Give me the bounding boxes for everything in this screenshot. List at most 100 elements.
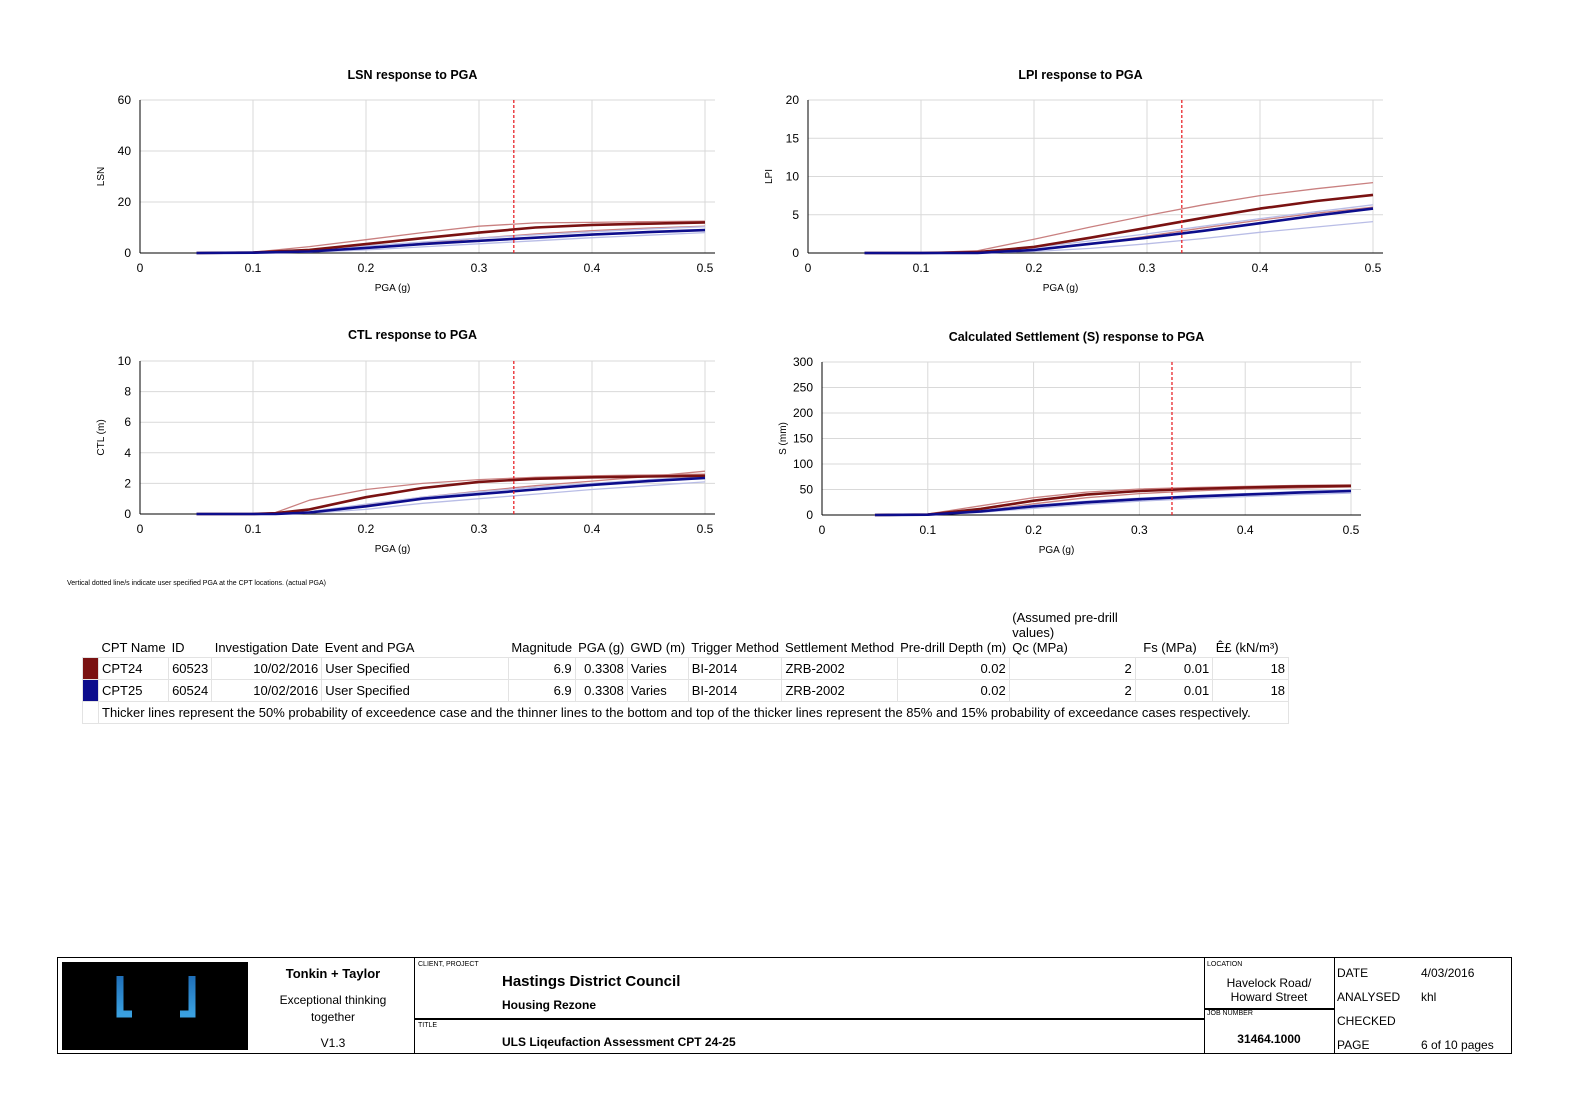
divider xyxy=(414,958,415,1053)
y-tick-label: 100 xyxy=(793,457,813,471)
x-tick-label: 0.2 xyxy=(1025,523,1042,537)
y-tick-label: 20 xyxy=(786,93,800,107)
header-qc: (Assumed pre-drill values) Qc (MPa) xyxy=(1009,608,1135,658)
y-tick-label: 0 xyxy=(124,246,131,260)
chart-settlement: Calculated Settlement (S) response to PG… xyxy=(758,322,1378,562)
series-line-cpt25-50 xyxy=(864,207,1374,255)
x-tick-label: 0.4 xyxy=(584,522,601,536)
cpt25-swatch xyxy=(82,679,99,702)
table-header-row: CPT Name ID Investigation Date Event and… xyxy=(83,608,1289,658)
header-pga: PGA (g) xyxy=(578,640,625,655)
tt-logo-icon xyxy=(100,966,212,1018)
cell-trigger: BI-2014 xyxy=(687,657,783,680)
cpt-table: CPT Name ID Investigation Date Event and… xyxy=(82,608,1290,724)
chart-lpi: LPI response to PGA 0 0.1 0.2 0.3 0.4 0.5 0 5 10 1… xyxy=(758,60,1383,300)
series-line-cpt24-50 xyxy=(196,221,706,255)
client-label: CLIENT, PROJECT xyxy=(418,961,479,968)
divider xyxy=(1204,958,1205,1053)
series-line-cpt25-50 xyxy=(874,489,1352,517)
divider xyxy=(414,1018,1204,1020)
y-tick-label: 50 xyxy=(800,483,814,497)
cell-predrill: 0.02 xyxy=(896,679,1010,702)
cell-event: User Specified xyxy=(321,657,509,680)
cell-pga: 0.3308 xyxy=(574,657,628,680)
y-tick-label: 0 xyxy=(124,507,131,521)
cell-unit-weight: 18 xyxy=(1212,657,1290,680)
divider xyxy=(1334,958,1335,1053)
y-tick-label: 0 xyxy=(806,508,813,522)
y-tick-label: 300 xyxy=(793,355,813,369)
y-tick-label: 150 xyxy=(793,432,813,446)
table-row: CPT25 60524 10/02/2016 User Specified 6.… xyxy=(82,679,1290,702)
cell-settlement: ZRB-2002 xyxy=(781,657,898,680)
job-number-label: JOB NUMBER xyxy=(1207,1010,1253,1017)
cell-qc: 2 xyxy=(1008,657,1136,680)
cell-date: 10/02/2016 xyxy=(211,657,323,680)
location-label: LOCATION xyxy=(1207,961,1243,968)
project-name: Housing Rezone xyxy=(502,998,597,1012)
x-axis-label: PGA (g) xyxy=(1039,545,1075,556)
series-line-cpt24-15 xyxy=(196,220,706,254)
y-axis-label: LSN xyxy=(96,167,107,186)
x-tick-label: 0.1 xyxy=(919,523,936,537)
x-tick-label: 0.5 xyxy=(1343,523,1360,537)
cell-cpt-name: CPT24 xyxy=(97,657,170,680)
y-tick-label: 200 xyxy=(793,406,813,420)
y-tick-label: 15 xyxy=(786,131,800,145)
x-tick-label: 0.1 xyxy=(245,522,262,536)
y-tick-label: 10 xyxy=(118,354,132,368)
cell-trigger: BI-2014 xyxy=(687,679,783,702)
x-tick-label: 0.3 xyxy=(1131,523,1148,537)
header-cpt-name: CPT Name xyxy=(101,640,166,655)
cell-id: 60524 xyxy=(168,679,213,702)
x-tick-label: 0 xyxy=(805,261,812,275)
table-footnote: Thicker lines represent the 50% probabil… xyxy=(97,701,1290,724)
location: Havelock Road/ Howard Street xyxy=(1226,976,1312,1004)
series-line-cpt25-15 xyxy=(196,226,706,254)
chart-title: LPI response to PGA xyxy=(1018,68,1142,82)
y-tick-label: 8 xyxy=(124,385,131,399)
y-tick-label: 20 xyxy=(118,195,132,209)
x-tick-label: 0.4 xyxy=(584,261,601,275)
x-tick-label: 0.1 xyxy=(913,261,930,275)
y-tick-label: 40 xyxy=(118,144,132,158)
x-tick-label: 0.4 xyxy=(1237,523,1254,537)
job-number: 31464.1000 xyxy=(1237,1032,1301,1046)
company-name: Tonkin + Taylor xyxy=(285,966,381,981)
title-block: Tonkin + Taylor Exceptional thinking tog… xyxy=(57,957,1512,1054)
header-qc-label: Qc (MPa) xyxy=(1012,640,1068,655)
cell-settlement: ZRB-2002 xyxy=(781,679,898,702)
x-axis-label: PGA (g) xyxy=(375,283,411,294)
meta-labels: DATE ANALYSED CHECKED PAGE xyxy=(1337,961,1400,1057)
header-investigation-date: Investigation Date xyxy=(214,640,319,655)
header-id: ID xyxy=(171,640,185,655)
y-axis-label: S (mm) xyxy=(778,422,789,455)
analysed-label: ANALYSED xyxy=(1337,990,1401,1004)
date-label: DATE xyxy=(1337,966,1369,980)
chart-note: Vertical dotted line/s indicate user spe… xyxy=(67,580,327,587)
header-gwd: GWD (m) xyxy=(630,640,686,655)
chart-svg: Calculated Settlement (S) response to PG… xyxy=(778,330,1361,556)
checked-value xyxy=(1421,1009,1494,1033)
x-tick-label: 0 xyxy=(137,522,144,536)
header-trigger: Trigger Method xyxy=(691,640,779,655)
y-tick-label: 0 xyxy=(792,246,799,260)
y-axis-label: LPI xyxy=(764,169,775,184)
y-tick-label: 2 xyxy=(124,476,131,490)
x-axis-label: PGA (g) xyxy=(1043,283,1079,294)
y-tick-label: 10 xyxy=(786,170,800,184)
header-settlement: Settlement Method xyxy=(784,640,895,655)
analysed-value: khl xyxy=(1421,990,1437,1004)
y-axis-label: CTL (m) xyxy=(96,419,107,455)
series-line-cpt25-50 xyxy=(196,476,706,516)
header-event: Event and PGA xyxy=(324,640,415,655)
assumed-label: (Assumed pre-drill values) xyxy=(1012,610,1118,640)
table-row: CPT24 60523 10/02/2016 User Specified 6.… xyxy=(82,657,1290,680)
cpt24-swatch xyxy=(82,657,99,680)
cell-fs: 0.01 xyxy=(1134,679,1214,702)
x-tick-label: 0.5 xyxy=(1365,261,1382,275)
header-spacer xyxy=(83,608,99,658)
cell-cpt-name: CPT25 xyxy=(97,679,170,702)
cell-pga: 0.3308 xyxy=(574,679,628,702)
checked-label: CHECKED xyxy=(1337,1014,1396,1028)
